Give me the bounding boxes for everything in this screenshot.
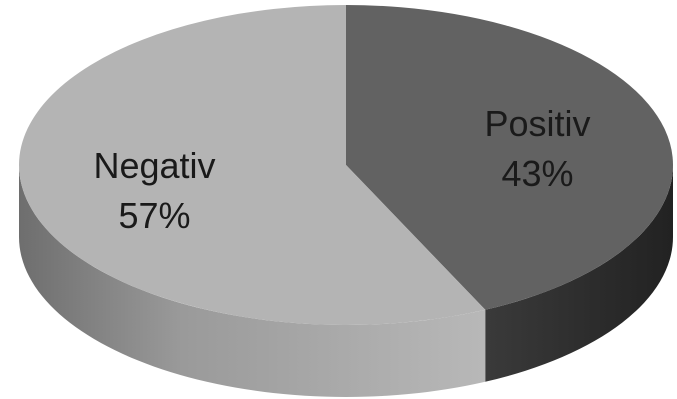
pie-label-negativ: Negativ [93, 145, 215, 186]
pie-percent-positiv: 43% [501, 153, 573, 194]
pie-label-positiv: Positiv [484, 103, 590, 144]
pie-slice-negativ [19, 5, 486, 325]
pie-slice-side-positiv [485, 165, 673, 382]
pie-percent-negativ: 57% [118, 195, 190, 236]
pie-slice-side-negativ [19, 165, 486, 397]
pie-slice-positiv [346, 5, 674, 310]
